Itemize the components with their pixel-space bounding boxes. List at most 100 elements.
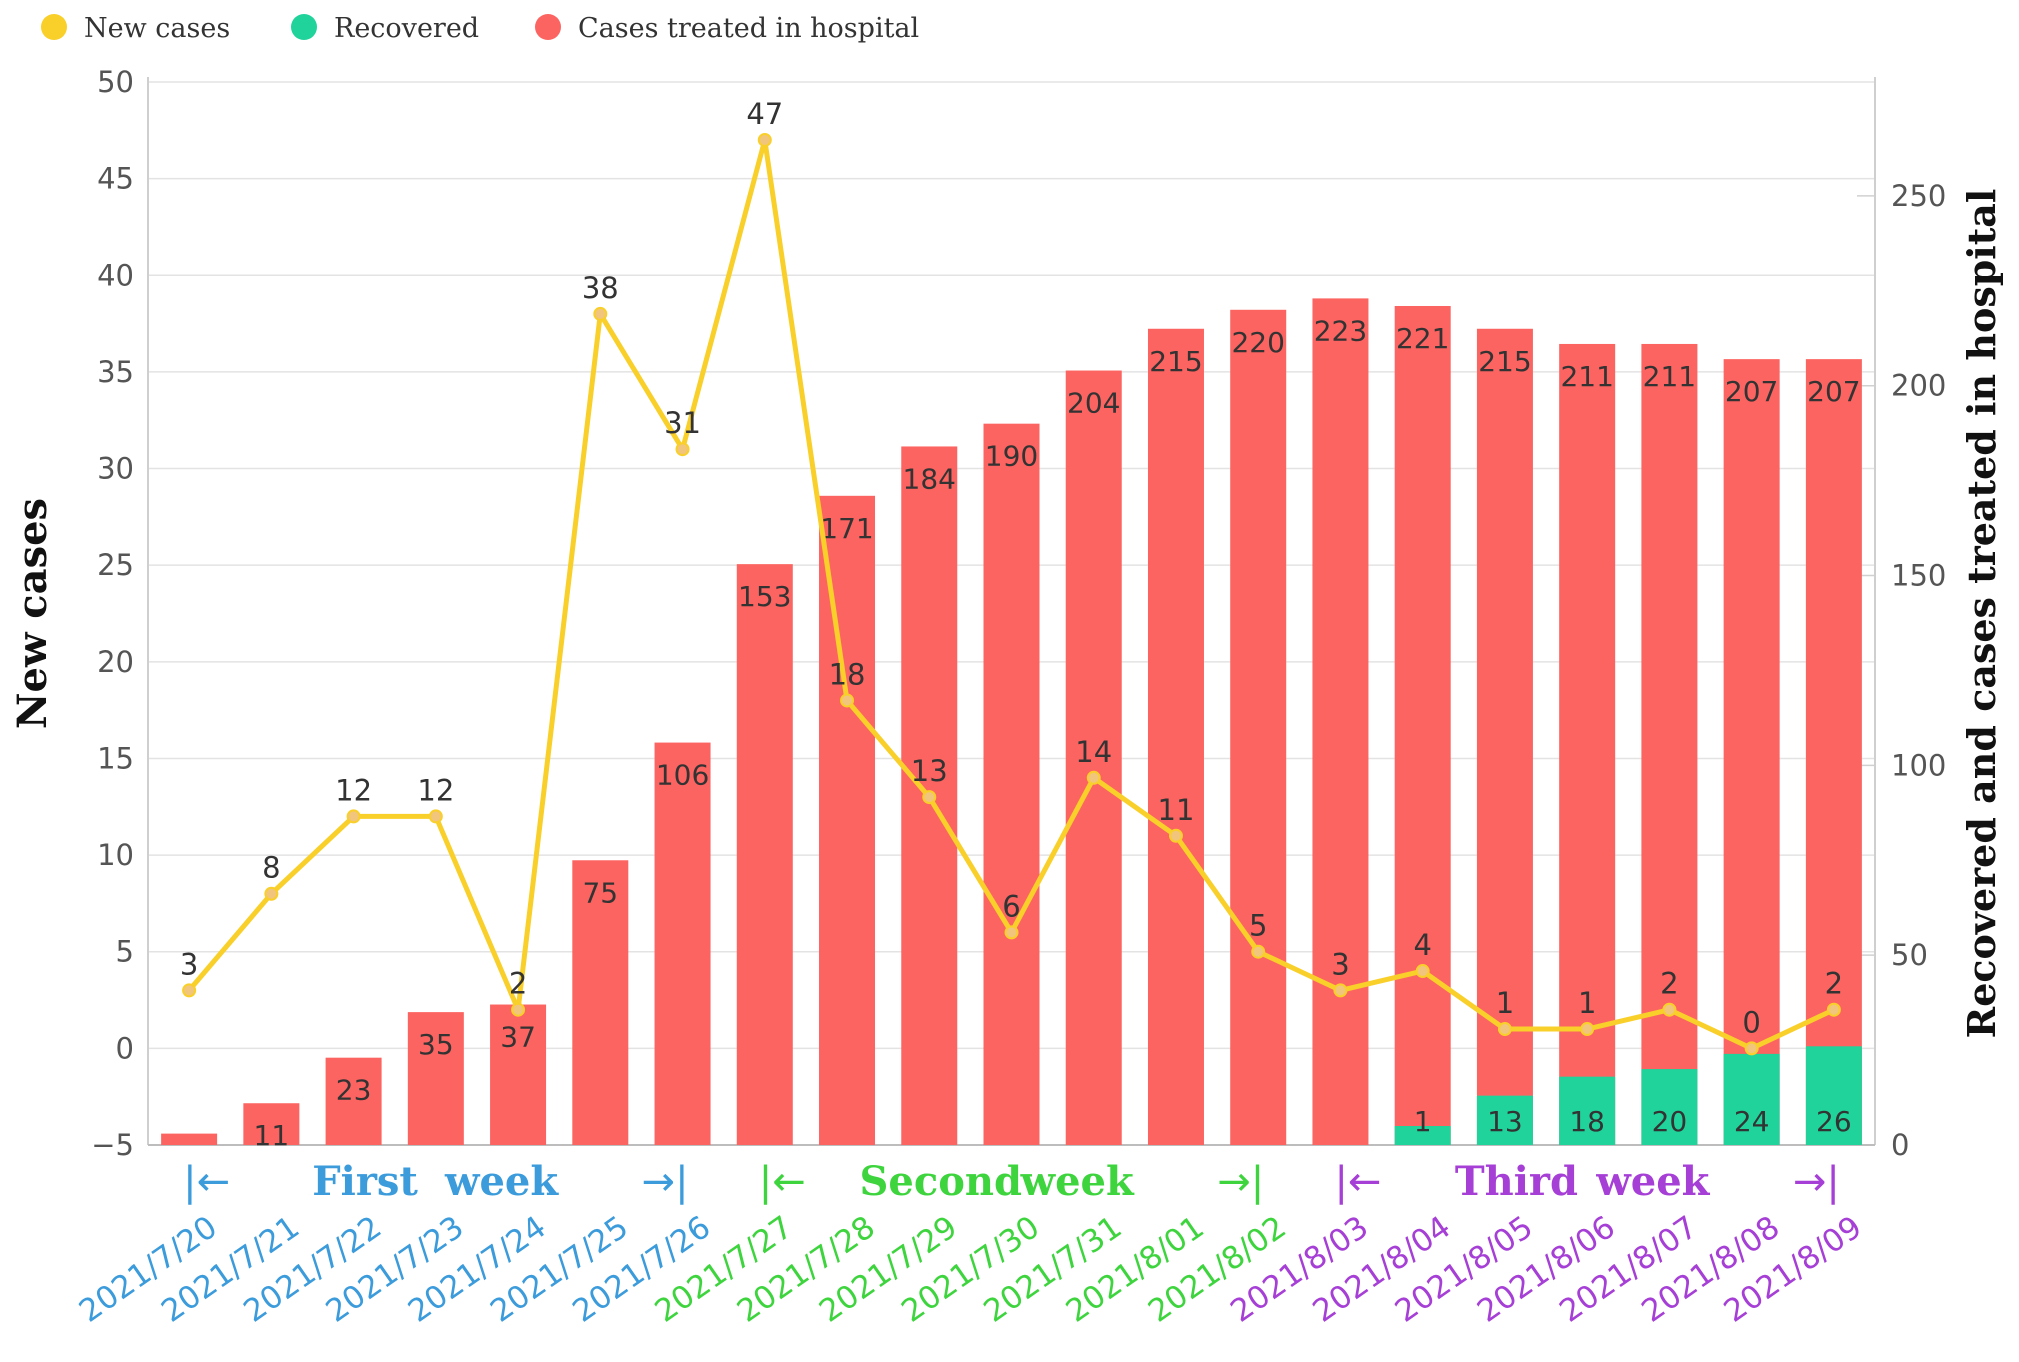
bar-hospital: [1476, 328, 1533, 1146]
line-point: [840, 693, 855, 708]
bar-hospital: [1065, 370, 1122, 1145]
line-point-label: 4: [1413, 928, 1431, 962]
week-end-marker: →|: [642, 1159, 689, 1205]
bar-hospital-label: 204: [1067, 387, 1120, 420]
left-tick-label: 40: [97, 258, 134, 292]
left-tick-label: −5: [91, 1128, 134, 1162]
right-axis-title: Recovered and cases treated in hospital: [1959, 189, 2004, 1039]
bar-recovered-label: 1: [1414, 1105, 1432, 1138]
week-word: Second: [860, 1158, 1022, 1205]
bar-hospital-label: 211: [1560, 360, 1613, 393]
bar-hospital-label: 211: [1643, 360, 1696, 393]
line-point: [1662, 1002, 1677, 1017]
line-point-label: 31: [664, 406, 701, 440]
left-tick-label: 15: [97, 741, 134, 775]
left-axis-title: New cases: [9, 498, 56, 729]
line-point: [1168, 828, 1183, 843]
legend-item-hospital-swatch: [535, 14, 561, 40]
line-point: [511, 1002, 526, 1017]
left-tick-label: 5: [116, 935, 134, 969]
bar-hospital: [490, 1004, 547, 1145]
legend-item-recovered-label: Recovered: [334, 13, 479, 44]
line-point-label: 11: [1158, 793, 1195, 827]
week-word: Third: [1455, 1158, 1578, 1205]
bar-hospital: [572, 860, 629, 1145]
line-point: [1826, 1002, 1841, 1017]
week-start-marker: |←: [759, 1159, 806, 1205]
line-point: [922, 790, 937, 805]
right-tick-label: 150: [1891, 559, 1946, 593]
week-end-marker: →|: [1217, 1159, 1264, 1205]
line-point-label: 2: [1660, 967, 1678, 1001]
line-point: [428, 809, 443, 824]
bar-hospital: [161, 1133, 218, 1145]
week-start-marker: |←: [183, 1159, 230, 1205]
right-tick-label: 50: [1891, 938, 1928, 972]
bar-hospital-label: 153: [738, 580, 791, 613]
bar-hospital-label: 11: [254, 1119, 290, 1152]
line-point: [1744, 1041, 1759, 1056]
bar-recovered: [1476, 1095, 1533, 1145]
week-word: week: [1595, 1158, 1710, 1205]
bar-hospital-label: 23: [336, 1074, 372, 1107]
line-point-label: 12: [335, 773, 372, 807]
bar-hospital-label: 35: [418, 1028, 454, 1061]
line-point-label: 3: [180, 947, 198, 981]
line-point: [1086, 770, 1101, 785]
week-word: week: [444, 1158, 559, 1205]
legend-item-hospital-label: Cases treated in hospital: [578, 13, 919, 44]
bar-hospital: [1312, 298, 1369, 1145]
line-point-label: 13: [911, 754, 948, 788]
line-point-label: 5: [1249, 909, 1267, 943]
bar-hospital-label: 207: [1807, 375, 1860, 408]
bar-hospital: [1147, 328, 1204, 1146]
bar-hospital: [1641, 343, 1698, 1145]
bar-hospital-label: 37: [500, 1021, 536, 1054]
line-point-label: 12: [417, 773, 454, 807]
left-tick-label: 30: [97, 452, 134, 486]
bar-recovered: [1641, 1069, 1698, 1145]
bar-recovered-label: 24: [1734, 1105, 1770, 1138]
legend-item-new-cases-label: New cases: [84, 13, 230, 44]
line-point: [675, 442, 690, 457]
week-word: First: [312, 1158, 418, 1205]
line-point: [264, 886, 279, 901]
bar-recovered-label: 20: [1652, 1105, 1688, 1138]
bar-recovered: [1805, 1046, 1862, 1145]
line-point-label: 2: [509, 967, 527, 1001]
week-end-marker: →|: [1793, 1159, 1840, 1205]
right-tick-label: 100: [1891, 748, 1946, 782]
bar-recovered: [1559, 1076, 1616, 1145]
left-tick-label: 35: [97, 355, 134, 389]
bar-hospital-label: 223: [1314, 314, 1367, 347]
bar-hospital-label: 215: [1149, 345, 1202, 378]
line-point-label: 8: [262, 851, 280, 885]
line-point-label: 6: [1002, 889, 1020, 923]
line-point-label: 2: [1825, 967, 1843, 1001]
left-tick-label: 0: [116, 1031, 134, 1065]
bar-recovered: [1394, 1126, 1451, 1145]
line-point: [1497, 1022, 1512, 1037]
left-tick-label: 25: [97, 548, 134, 582]
left-tick-label: 20: [97, 645, 134, 679]
line-point: [346, 809, 361, 824]
line-point-label: 1: [1578, 986, 1596, 1020]
bar-hospital: [407, 1012, 464, 1145]
left-tick-label: 45: [97, 162, 134, 196]
line-point-label: 1: [1496, 986, 1514, 1020]
bar-hospital-label: 184: [903, 462, 956, 495]
legend-item-recovered-swatch: [291, 14, 317, 40]
bar-recovered-label: 13: [1487, 1105, 1523, 1138]
bar-hospital-label: 207: [1725, 375, 1778, 408]
week-word: week: [1020, 1158, 1135, 1205]
bar-hospital: [1559, 343, 1616, 1145]
bar-hospital: [654, 742, 711, 1145]
line-point-label: 18: [829, 657, 866, 691]
bar-hospital-label: 75: [582, 876, 618, 909]
left-tick-label: 50: [97, 65, 134, 99]
bar-hospital: [243, 1103, 300, 1145]
line-point: [1333, 983, 1348, 998]
bar-hospital: [325, 1057, 382, 1145]
bar-hospital: [1723, 359, 1780, 1145]
